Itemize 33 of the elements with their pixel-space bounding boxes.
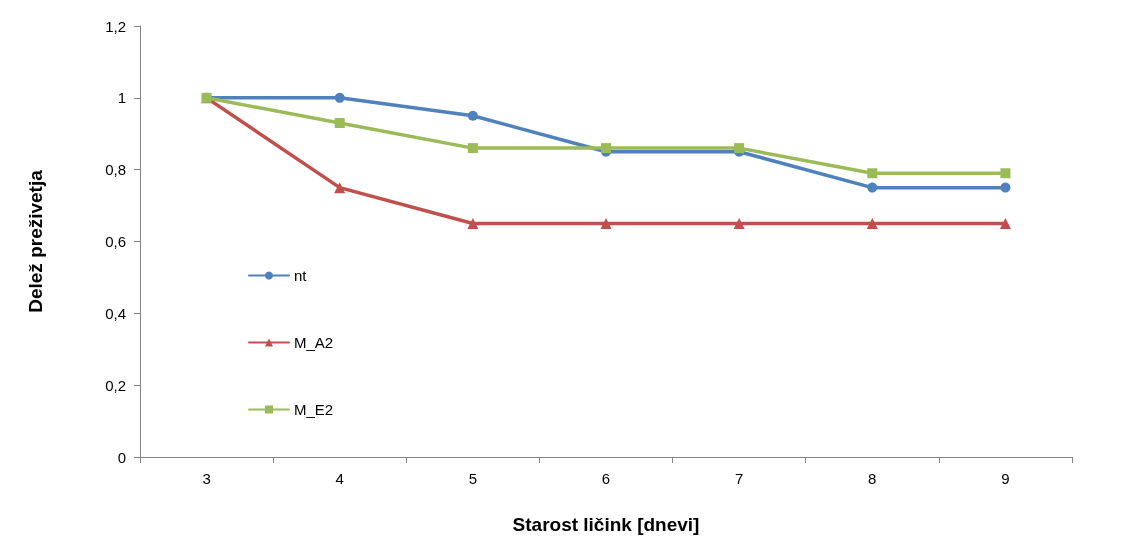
point: [467, 110, 478, 121]
y-tick-label: 0,8: [105, 161, 126, 179]
y-axis-title: Delež preživetja: [25, 169, 46, 313]
point: [334, 117, 345, 128]
y-tick-label: 0,6: [105, 233, 126, 250]
point: [600, 218, 612, 230]
point: [467, 143, 478, 154]
point: [1000, 168, 1011, 179]
x-tick-label: 4: [335, 470, 344, 487]
point: [334, 92, 345, 103]
y-tick-label: 1: [117, 89, 126, 107]
y-tick-label: 0,4: [105, 304, 126, 322]
point: [733, 218, 745, 230]
x-tick-label: 9: [1001, 470, 1010, 487]
x-axis-title: Starost ličink [dnevi]: [512, 514, 700, 535]
x-tick-label: 3: [202, 470, 211, 487]
x-tick-label: 7: [734, 470, 744, 487]
point: [867, 182, 878, 193]
x-tick-label: 8: [868, 470, 877, 487]
y-tick-label: 0: [117, 448, 126, 466]
point: [334, 182, 346, 194]
point: [866, 218, 878, 230]
y-tick-label: 1,2: [105, 17, 126, 35]
y-tick-label: 0,2: [105, 376, 126, 394]
x-tick-label: 5: [468, 470, 478, 487]
legend-label: M_A2: [294, 334, 334, 351]
point: [867, 168, 878, 179]
point: [999, 218, 1011, 230]
legend-label: nt: [294, 267, 308, 284]
point: [467, 218, 479, 230]
legend-label: M_E2: [294, 401, 334, 418]
x-tick-label: 6: [601, 470, 611, 487]
point: [1000, 182, 1011, 193]
